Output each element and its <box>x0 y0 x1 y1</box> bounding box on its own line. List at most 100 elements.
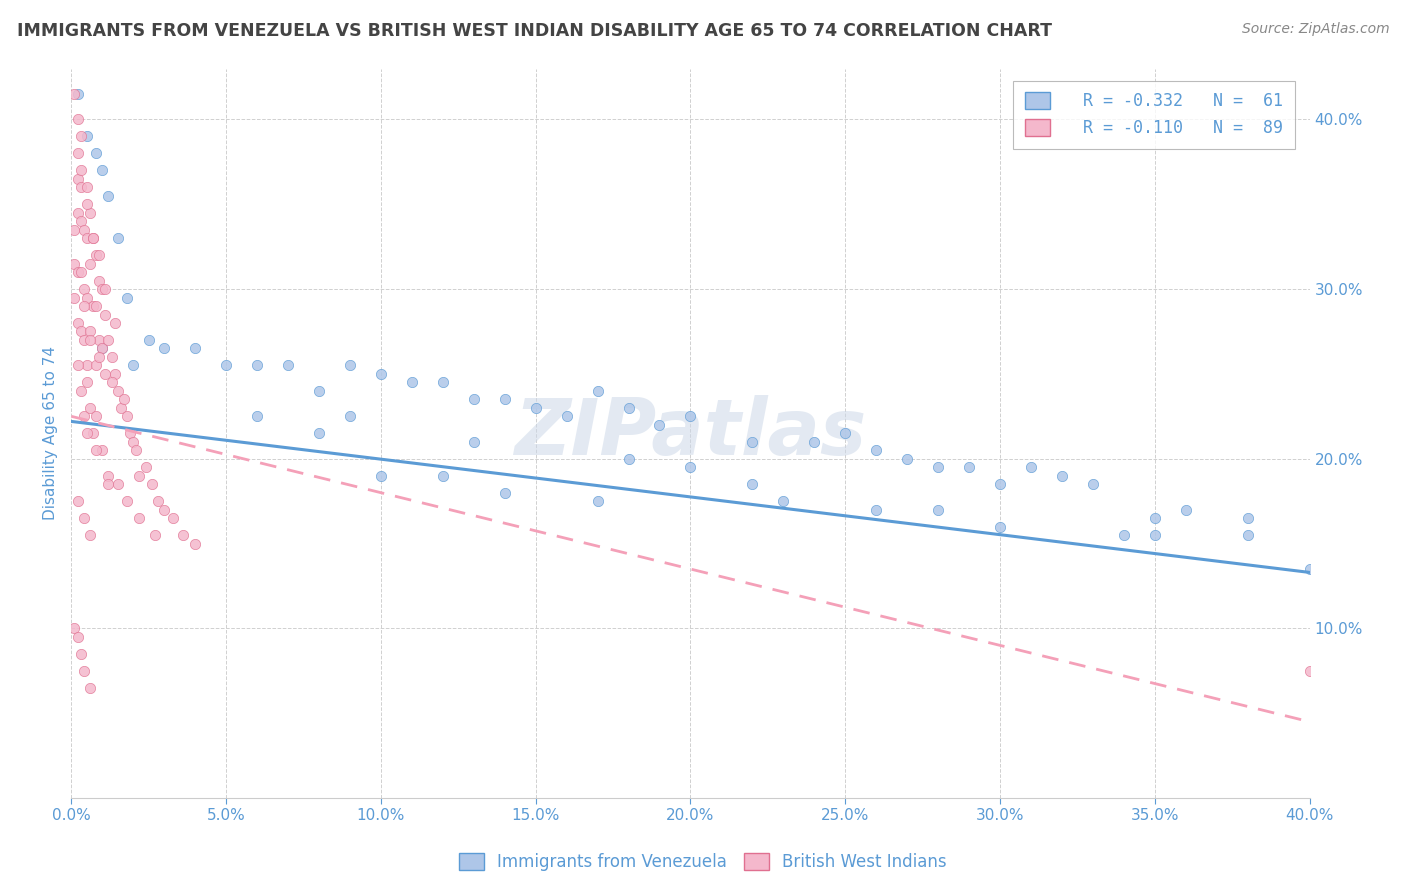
Point <box>1143 528 1166 542</box>
Point <box>432 376 454 390</box>
Point <box>741 434 763 449</box>
Point <box>76 129 98 144</box>
Point <box>79 401 101 415</box>
Point <box>66 146 89 161</box>
Legend:   R = -0.332   N =  61,   R = -0.110   N =  89: R = -0.332 N = 61, R = -0.110 N = 89 <box>1014 80 1295 148</box>
Point <box>679 409 702 424</box>
Point <box>617 401 640 415</box>
Point <box>927 460 949 475</box>
Point <box>63 257 86 271</box>
Point <box>246 409 269 424</box>
Point <box>63 87 86 101</box>
Point <box>277 359 299 373</box>
Point <box>1050 468 1073 483</box>
Point <box>84 248 107 262</box>
Point <box>84 409 107 424</box>
Point <box>141 477 163 491</box>
Point <box>91 443 114 458</box>
Point <box>432 468 454 483</box>
Point <box>401 376 423 390</box>
Point <box>82 231 104 245</box>
Point <box>94 367 117 381</box>
Point <box>865 443 887 458</box>
Text: Source: ZipAtlas.com: Source: ZipAtlas.com <box>1241 22 1389 37</box>
Point <box>308 384 330 398</box>
Point <box>66 630 89 644</box>
Point <box>79 205 101 219</box>
Point <box>1236 528 1258 542</box>
Point <box>94 282 117 296</box>
Point <box>128 468 150 483</box>
Point <box>73 511 96 525</box>
Point <box>107 477 129 491</box>
Point <box>957 460 980 475</box>
Point <box>76 231 98 245</box>
Point <box>63 223 86 237</box>
Point <box>308 426 330 441</box>
Point <box>586 384 609 398</box>
Point <box>76 376 98 390</box>
Point <box>463 392 485 407</box>
Point <box>1143 511 1166 525</box>
Point <box>69 265 91 279</box>
Point <box>138 333 160 347</box>
Point <box>69 129 91 144</box>
Point <box>91 282 114 296</box>
Point <box>115 494 138 508</box>
Point <box>66 205 89 219</box>
Point <box>172 528 194 542</box>
Point <box>128 511 150 525</box>
Point <box>146 494 169 508</box>
Point <box>82 231 104 245</box>
Point <box>370 468 392 483</box>
Point <box>104 367 127 381</box>
Point <box>73 282 96 296</box>
Point <box>97 188 120 202</box>
Point <box>79 257 101 271</box>
Point <box>184 536 207 550</box>
Point <box>84 359 107 373</box>
Point <box>122 359 145 373</box>
Point <box>988 477 1011 491</box>
Point <box>370 367 392 381</box>
Point <box>66 494 89 508</box>
Point <box>82 426 104 441</box>
Point <box>76 359 98 373</box>
Text: ZIPatlas: ZIPatlas <box>515 395 866 471</box>
Point <box>100 376 122 390</box>
Point <box>91 163 114 178</box>
Point <box>84 299 107 313</box>
Point <box>89 274 111 288</box>
Point <box>76 197 98 211</box>
Point <box>125 443 148 458</box>
Point <box>772 494 794 508</box>
Point <box>94 308 117 322</box>
Point <box>586 494 609 508</box>
Point <box>84 146 107 161</box>
Point <box>463 434 485 449</box>
Point <box>104 316 127 330</box>
Point <box>494 485 516 500</box>
Point <box>1236 511 1258 525</box>
Point <box>184 342 207 356</box>
Point <box>69 180 91 194</box>
Point <box>1081 477 1104 491</box>
Point <box>69 325 91 339</box>
Point <box>107 384 129 398</box>
Point <box>97 333 120 347</box>
Point <box>1174 502 1197 516</box>
Point <box>988 519 1011 533</box>
Point <box>69 384 91 398</box>
Point <box>834 426 856 441</box>
Point <box>66 171 89 186</box>
Point <box>82 299 104 313</box>
Point <box>91 342 114 356</box>
Point <box>79 681 101 695</box>
Point <box>79 528 101 542</box>
Point <box>339 359 361 373</box>
Point <box>143 528 166 542</box>
Point <box>69 647 91 661</box>
Point <box>91 342 114 356</box>
Point <box>97 477 120 491</box>
Point <box>246 359 269 373</box>
